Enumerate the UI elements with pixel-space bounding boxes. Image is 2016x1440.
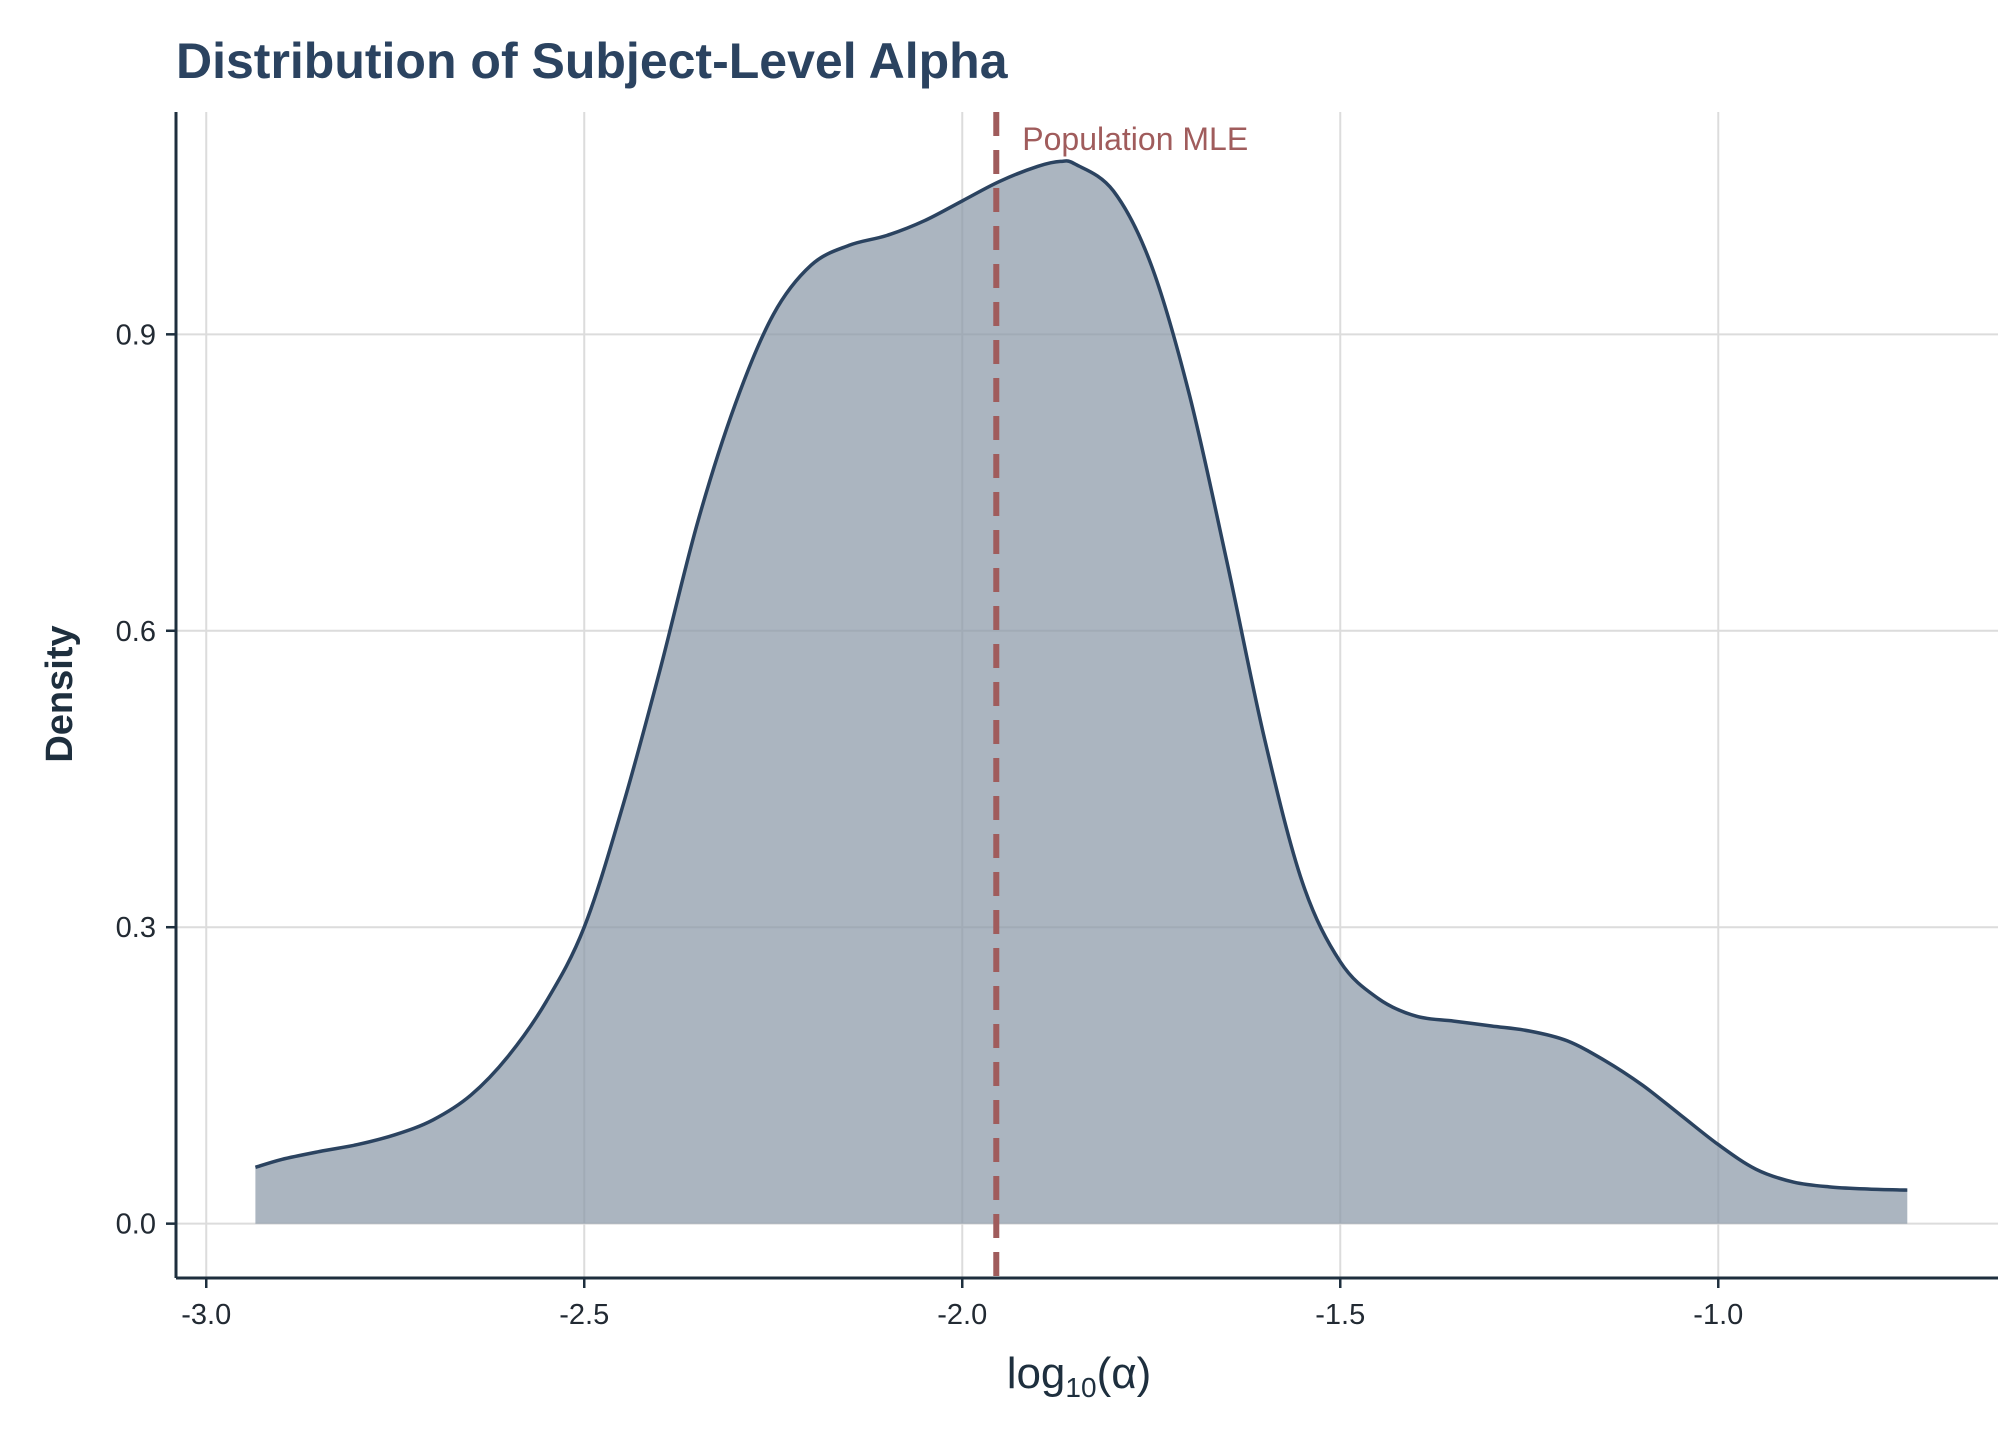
- x-axis-label-argument: (α): [1097, 1349, 1152, 1398]
- y-tick-label: 0.0: [116, 1209, 156, 1241]
- chart-title: Distribution of Subject-Level Alpha: [176, 33, 1009, 89]
- y-tick-label: 0.3: [116, 912, 156, 944]
- x-tick-label: -1.5: [1315, 1299, 1365, 1331]
- x-tick-label: -2.5: [559, 1299, 609, 1331]
- x-tick-label: -3.0: [181, 1299, 231, 1331]
- x-axis-label-base: log: [1007, 1349, 1066, 1398]
- density-curve: [254, 159, 1908, 1192]
- density-area: [255, 160, 1908, 1224]
- x-axis-ticks: -3.0 -2.5 -2.0 -1.5 -1.0: [181, 1278, 1743, 1331]
- x-axis-label: log10(α): [1007, 1349, 1152, 1403]
- y-axis-label: Density: [39, 625, 81, 762]
- x-tick-label: -2.0: [937, 1299, 987, 1331]
- y-axis-ticks: 0.0 0.3 0.6 0.9: [116, 319, 176, 1241]
- y-tick-label: 0.9: [116, 319, 156, 351]
- population-mle-label: Population MLE: [1022, 121, 1248, 157]
- x-tick-label: -1.0: [1693, 1299, 1743, 1331]
- x-axis-label-subscript: 10: [1065, 1372, 1096, 1403]
- y-tick-label: 0.6: [116, 616, 156, 648]
